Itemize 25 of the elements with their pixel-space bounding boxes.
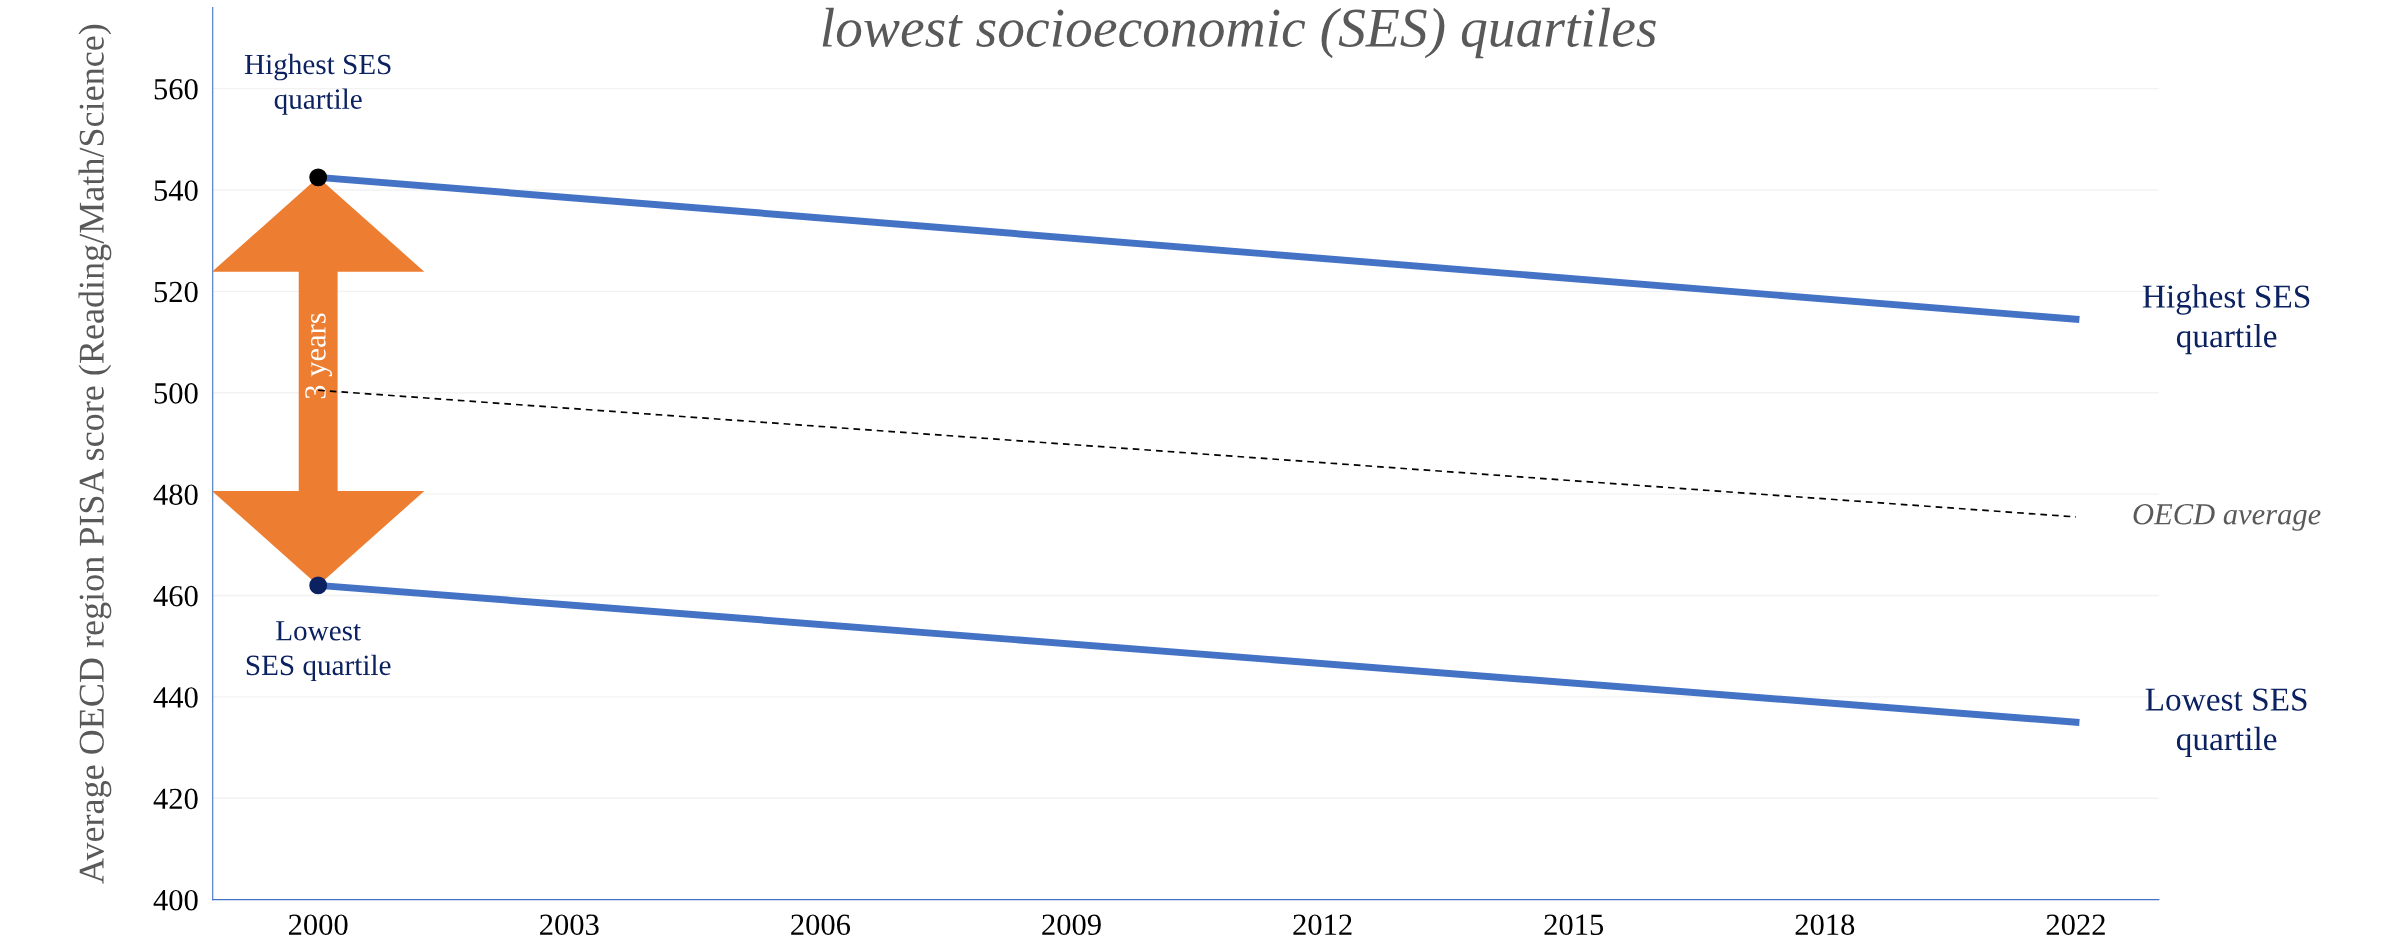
y-tick-label: 440 (153, 687, 198, 708)
text: Highest SES quartile (2142, 284, 2310, 355)
y-tick-label: 500 (154, 383, 198, 404)
y-tick-label: 460 (153, 585, 198, 607)
annotation: Highest SES quartile (244, 53, 391, 115)
y-axis-title: Average OECD region PISA score (Reading/Math/Science) (78, 24, 112, 884)
x-tick-label: 2015 (1544, 914, 1604, 936)
y-tick-label: 540 (154, 180, 198, 201)
y-tick-label: 560 (154, 78, 198, 100)
annotation: 3 years (305, 313, 333, 399)
y-tick-label: 520 (154, 281, 198, 303)
y-tick-label: 420 (153, 788, 198, 810)
x-tick-label: 2018 (1795, 914, 1855, 936)
x-tick-label: 2003 (540, 914, 599, 936)
x-tick-label: 2009 (1042, 914, 1101, 936)
x-tick-label: 2006 (791, 914, 851, 936)
x-tick-label: 2022 (2046, 914, 2105, 936)
y-tick-label: 480 (153, 484, 198, 506)
chart-title: lowest socioeconomic (SES) quartiles (822, 7, 1656, 59)
text: Lowest SES quartile (2145, 688, 2307, 758)
annotation: Lowest SES quartile (246, 621, 391, 682)
y-tick-label: 400 (153, 889, 198, 911)
x-tick-label: 2000 (288, 914, 348, 936)
x-tick-label: 2012 (1293, 914, 1352, 936)
series-label: OECD average (2133, 504, 2321, 531)
